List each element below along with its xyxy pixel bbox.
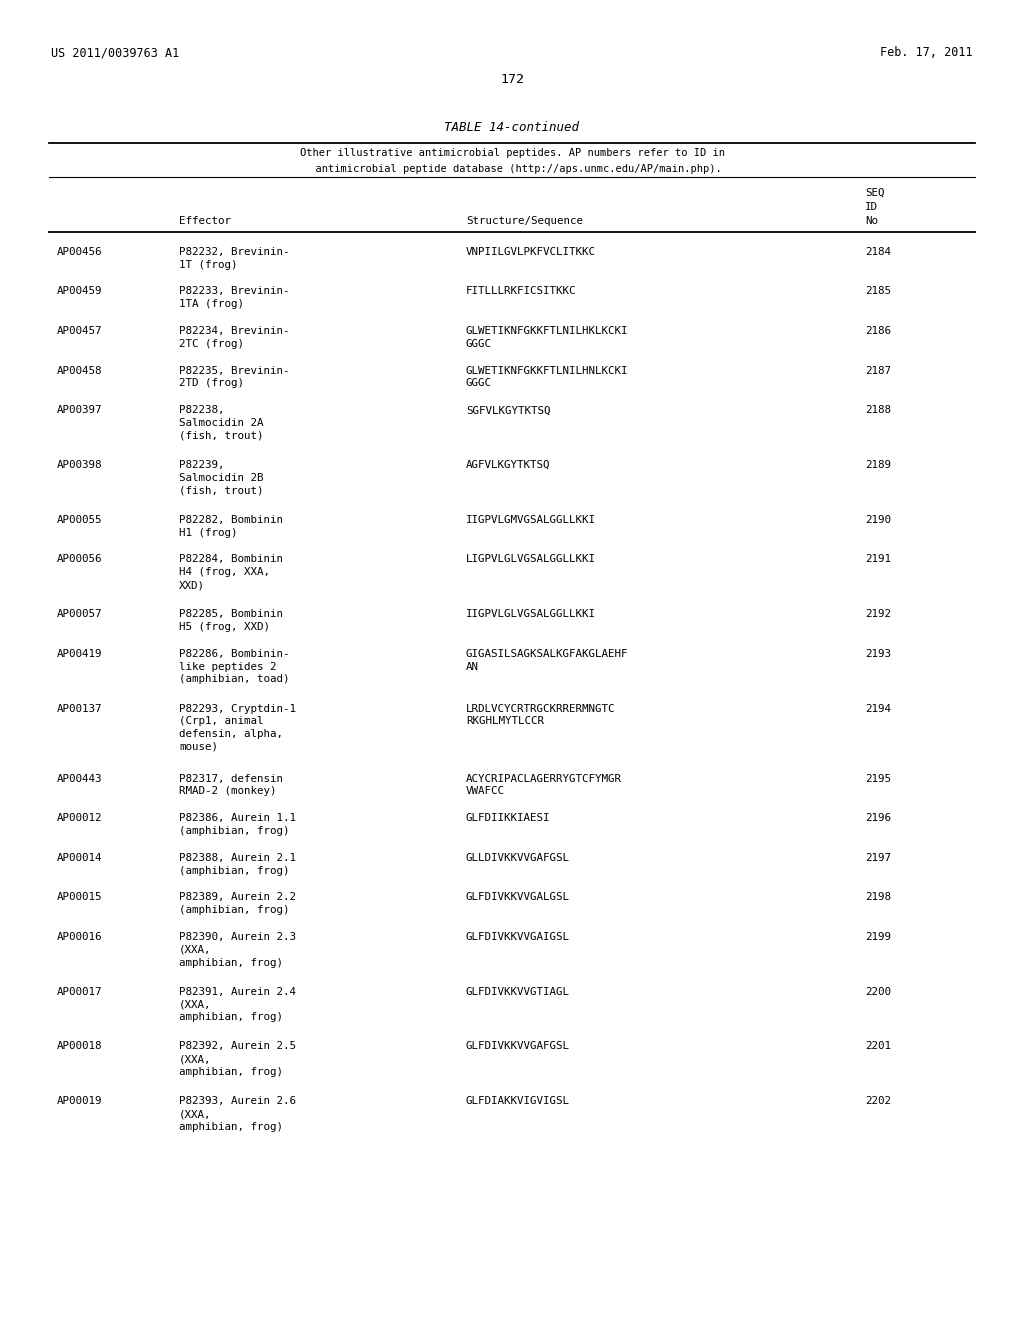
Text: AP00137: AP00137 bbox=[56, 704, 101, 714]
Text: AP00014: AP00014 bbox=[56, 853, 101, 863]
Text: AP00443: AP00443 bbox=[56, 774, 101, 784]
Text: P82393, Aurein 2.6
(XXA,
amphibian, frog): P82393, Aurein 2.6 (XXA, amphibian, frog… bbox=[179, 1097, 296, 1131]
Text: AP00398: AP00398 bbox=[56, 461, 101, 470]
Text: US 2011/0039763 A1: US 2011/0039763 A1 bbox=[51, 46, 179, 59]
Text: 2187: 2187 bbox=[865, 366, 891, 376]
Text: AP00457: AP00457 bbox=[56, 326, 101, 337]
Text: P82286, Bombinin-
like peptides 2
(amphibian, toad): P82286, Bombinin- like peptides 2 (amphi… bbox=[179, 649, 290, 684]
Text: AP00015: AP00015 bbox=[56, 892, 101, 903]
Text: ID: ID bbox=[865, 202, 879, 213]
Text: GLFDIVKKVVGAFGSL: GLFDIVKKVVGAFGSL bbox=[466, 1041, 570, 1052]
Text: AP00456: AP00456 bbox=[56, 247, 101, 257]
Text: Other illustrative antimicrobial peptides. AP numbers refer to ID in: Other illustrative antimicrobial peptide… bbox=[299, 148, 725, 158]
Text: AP00057: AP00057 bbox=[56, 610, 101, 619]
Text: GLFDIVKKVVGTIAGL: GLFDIVKKVVGTIAGL bbox=[466, 987, 570, 997]
Text: 2198: 2198 bbox=[865, 892, 891, 903]
Text: AP00056: AP00056 bbox=[56, 554, 101, 565]
Text: P82235, Brevinin-
2TD (frog): P82235, Brevinin- 2TD (frog) bbox=[179, 366, 290, 388]
Text: IIGPVLGMVGSALGGLLKKI: IIGPVLGMVGSALGGLLKKI bbox=[466, 515, 596, 525]
Text: FITLLLRKFICSITKKC: FITLLLRKFICSITKKC bbox=[466, 286, 577, 297]
Text: Effector: Effector bbox=[179, 216, 231, 227]
Text: AP00459: AP00459 bbox=[56, 286, 101, 297]
Text: 2194: 2194 bbox=[865, 704, 891, 714]
Text: SGFVLKGYTKTSQ: SGFVLKGYTKTSQ bbox=[466, 405, 551, 416]
Text: GLFDIVKKVVGALGSL: GLFDIVKKVVGALGSL bbox=[466, 892, 570, 903]
Text: AP00012: AP00012 bbox=[56, 813, 101, 824]
Text: P82285, Bombinin
H5 (frog, XXD): P82285, Bombinin H5 (frog, XXD) bbox=[179, 610, 284, 632]
Text: Structure/Sequence: Structure/Sequence bbox=[466, 216, 583, 227]
Text: P82234, Brevinin-
2TC (frog): P82234, Brevinin- 2TC (frog) bbox=[179, 326, 290, 348]
Text: GLWETIKNFGKKFTLNILHNLKCKI
GGGC: GLWETIKNFGKKFTLNILHNLKCKI GGGC bbox=[466, 366, 629, 388]
Text: GLFDIIKKIAESI: GLFDIIKKIAESI bbox=[466, 813, 551, 824]
Text: 2188: 2188 bbox=[865, 405, 891, 416]
Text: P82317, defensin
RMAD-2 (monkey): P82317, defensin RMAD-2 (monkey) bbox=[179, 774, 284, 796]
Text: 2186: 2186 bbox=[865, 326, 891, 337]
Text: IIGPVLGLVGSALGGLLKKI: IIGPVLGLVGSALGGLLKKI bbox=[466, 610, 596, 619]
Text: GLLDIVKKVVGAFGSL: GLLDIVKKVVGAFGSL bbox=[466, 853, 570, 863]
Text: P82284, Bombinin
H4 (frog, XXA,
XXD): P82284, Bombinin H4 (frog, XXA, XXD) bbox=[179, 554, 284, 590]
Text: P82389, Aurein 2.2
(amphibian, frog): P82389, Aurein 2.2 (amphibian, frog) bbox=[179, 892, 296, 915]
Text: ACYCRIPACLAGERRYGTCFYMGR
VWAFCC: ACYCRIPACLAGERRYGTCFYMGR VWAFCC bbox=[466, 774, 622, 796]
Text: AP00419: AP00419 bbox=[56, 649, 101, 659]
Text: 172: 172 bbox=[500, 73, 524, 86]
Text: LRDLVCYCRTRGCKRRERMNGTC
RKGHLMYTLCCR: LRDLVCYCRTRGCKRRERMNGTC RKGHLMYTLCCR bbox=[466, 704, 615, 726]
Text: AP00019: AP00019 bbox=[56, 1097, 101, 1106]
Text: P82282, Bombinin
H1 (frog): P82282, Bombinin H1 (frog) bbox=[179, 515, 284, 537]
Text: 2193: 2193 bbox=[865, 649, 891, 659]
Text: 2201: 2201 bbox=[865, 1041, 891, 1052]
Text: P82239,
Salmocidin 2B
(fish, trout): P82239, Salmocidin 2B (fish, trout) bbox=[179, 461, 264, 495]
Text: P82390, Aurein 2.3
(XXA,
amphibian, frog): P82390, Aurein 2.3 (XXA, amphibian, frog… bbox=[179, 932, 296, 968]
Text: AP00018: AP00018 bbox=[56, 1041, 101, 1052]
Text: P82386, Aurein 1.1
(amphibian, frog): P82386, Aurein 1.1 (amphibian, frog) bbox=[179, 813, 296, 836]
Text: 2200: 2200 bbox=[865, 987, 891, 997]
Text: 2196: 2196 bbox=[865, 813, 891, 824]
Text: P82233, Brevinin-
1TA (frog): P82233, Brevinin- 1TA (frog) bbox=[179, 286, 290, 309]
Text: P82293, Cryptdin-1
(Crp1, animal
defensin, alpha,
mouse): P82293, Cryptdin-1 (Crp1, animal defensi… bbox=[179, 704, 296, 752]
Text: GLFDIAKKVIGVIGSL: GLFDIAKKVIGVIGSL bbox=[466, 1097, 570, 1106]
Text: P82388, Aurein 2.1
(amphibian, frog): P82388, Aurein 2.1 (amphibian, frog) bbox=[179, 853, 296, 875]
Text: 2190: 2190 bbox=[865, 515, 891, 525]
Text: AGFVLKGYTKTSQ: AGFVLKGYTKTSQ bbox=[466, 461, 551, 470]
Text: VNPIILGVLPKFVCLITKKC: VNPIILGVLPKFVCLITKKC bbox=[466, 247, 596, 257]
Text: 2197: 2197 bbox=[865, 853, 891, 863]
Text: AP00016: AP00016 bbox=[56, 932, 101, 942]
Text: 2195: 2195 bbox=[865, 774, 891, 784]
Text: 2189: 2189 bbox=[865, 461, 891, 470]
Text: 2184: 2184 bbox=[865, 247, 891, 257]
Text: antimicrobial peptide database (http://aps.unmc.edu/AP/main.php).: antimicrobial peptide database (http://a… bbox=[303, 164, 721, 174]
Text: GLWETIKNFGKKFTLNILHKLKCKI
GGGC: GLWETIKNFGKKFTLNILHKLKCKI GGGC bbox=[466, 326, 629, 348]
Text: 2185: 2185 bbox=[865, 286, 891, 297]
Text: AP00055: AP00055 bbox=[56, 515, 101, 525]
Text: AP00458: AP00458 bbox=[56, 366, 101, 376]
Text: AP00397: AP00397 bbox=[56, 405, 101, 416]
Text: TABLE 14-continued: TABLE 14-continued bbox=[444, 121, 580, 135]
Text: 2191: 2191 bbox=[865, 554, 891, 565]
Text: AP00017: AP00017 bbox=[56, 987, 101, 997]
Text: No: No bbox=[865, 216, 879, 227]
Text: P82238,
Salmocidin 2A
(fish, trout): P82238, Salmocidin 2A (fish, trout) bbox=[179, 405, 264, 441]
Text: 2192: 2192 bbox=[865, 610, 891, 619]
Text: 2199: 2199 bbox=[865, 932, 891, 942]
Text: GLFDIVKKVVGAIGSL: GLFDIVKKVVGAIGSL bbox=[466, 932, 570, 942]
Text: P82392, Aurein 2.5
(XXA,
amphibian, frog): P82392, Aurein 2.5 (XXA, amphibian, frog… bbox=[179, 1041, 296, 1077]
Text: P82232, Brevinin-
1T (frog): P82232, Brevinin- 1T (frog) bbox=[179, 247, 290, 269]
Text: 2202: 2202 bbox=[865, 1097, 891, 1106]
Text: Feb. 17, 2011: Feb. 17, 2011 bbox=[881, 46, 973, 59]
Text: P82391, Aurein 2.4
(XXA,
amphibian, frog): P82391, Aurein 2.4 (XXA, amphibian, frog… bbox=[179, 987, 296, 1022]
Text: LIGPVLGLVGSALGGLLKKI: LIGPVLGLVGSALGGLLKKI bbox=[466, 554, 596, 565]
Text: GIGASILSAGKSALKGFAKGLAEHF
AN: GIGASILSAGKSALKGFAKGLAEHF AN bbox=[466, 649, 629, 672]
Text: SEQ: SEQ bbox=[865, 187, 885, 198]
